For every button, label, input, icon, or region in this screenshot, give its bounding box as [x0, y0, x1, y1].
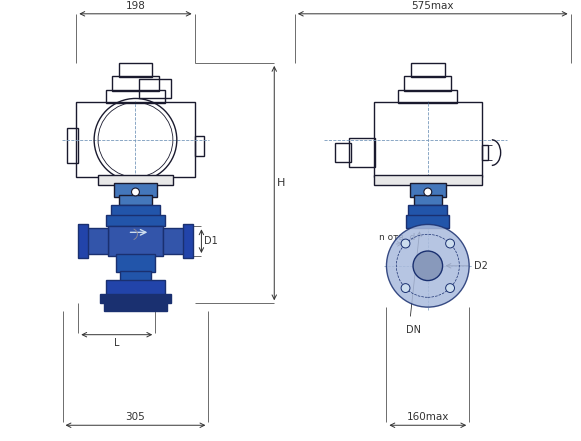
Text: D2: D2	[474, 261, 488, 271]
Bar	[78, 224, 80, 258]
Text: 198: 198	[125, 1, 145, 11]
Bar	[86, 224, 88, 258]
Circle shape	[446, 239, 454, 248]
Bar	[114, 183, 157, 197]
Circle shape	[386, 224, 469, 307]
Text: n отв. d: n отв. d	[379, 233, 415, 242]
Bar	[98, 175, 173, 185]
Bar	[116, 254, 155, 272]
Bar	[78, 224, 88, 258]
Bar	[119, 63, 152, 77]
Circle shape	[131, 188, 139, 196]
Bar	[404, 76, 451, 90]
Bar	[77, 102, 195, 177]
Bar	[408, 205, 447, 217]
Bar	[106, 280, 165, 295]
Bar	[410, 183, 446, 197]
Bar	[119, 195, 152, 205]
Bar	[120, 271, 151, 280]
Bar	[84, 224, 86, 258]
Bar	[104, 301, 167, 311]
Bar	[106, 215, 165, 226]
Text: 305: 305	[125, 412, 145, 422]
Bar	[406, 215, 450, 228]
Bar	[482, 145, 488, 161]
Bar	[100, 294, 171, 303]
Text: D1: D1	[205, 236, 218, 246]
Bar	[414, 195, 442, 205]
Text: H: H	[277, 178, 286, 188]
Circle shape	[446, 284, 454, 292]
Bar	[163, 228, 185, 254]
Circle shape	[401, 284, 410, 292]
Bar	[335, 143, 351, 162]
Bar	[349, 138, 375, 168]
Bar	[139, 79, 171, 98]
Bar	[399, 90, 457, 103]
Bar	[83, 224, 84, 258]
Bar	[86, 228, 108, 254]
Text: 575max: 575max	[411, 1, 454, 11]
Circle shape	[401, 239, 410, 248]
Bar	[67, 128, 78, 164]
Text: L: L	[114, 338, 120, 348]
Bar	[182, 224, 192, 258]
Circle shape	[413, 251, 443, 280]
Bar	[195, 136, 205, 156]
Circle shape	[424, 188, 432, 196]
Text: 160max: 160max	[407, 412, 449, 422]
Text: DN: DN	[406, 325, 421, 335]
Bar	[111, 205, 160, 217]
Bar	[411, 63, 444, 77]
Bar	[374, 175, 482, 185]
Bar	[108, 226, 163, 256]
Bar	[80, 224, 83, 258]
Bar	[106, 90, 165, 103]
Bar	[112, 76, 159, 90]
Bar	[374, 102, 482, 177]
